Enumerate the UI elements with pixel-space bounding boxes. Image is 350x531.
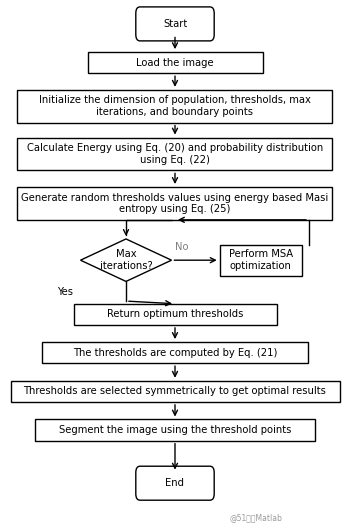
Text: Generate random thresholds values using energy based Masi
entropy using Eq. (25): Generate random thresholds values using …: [21, 193, 329, 214]
Text: Max
iterations?: Max iterations?: [100, 250, 152, 271]
Bar: [18, 138, 332, 170]
Text: Initialize the dimension of population, thresholds, max
iterations, and boundary: Initialize the dimension of population, …: [39, 96, 311, 117]
Text: Return optimum thresholds: Return optimum thresholds: [107, 310, 243, 319]
Text: Perform MSA
optimization: Perform MSA optimization: [229, 250, 293, 271]
Bar: [35, 419, 315, 441]
Bar: [18, 90, 332, 123]
Text: No: No: [175, 242, 189, 252]
Bar: [10, 381, 340, 402]
Bar: [88, 52, 262, 73]
Text: Start: Start: [163, 19, 187, 29]
Text: Load the image: Load the image: [136, 58, 214, 67]
Text: End: End: [166, 478, 184, 488]
FancyBboxPatch shape: [136, 466, 214, 500]
Bar: [18, 187, 332, 220]
Polygon shape: [80, 239, 172, 281]
Text: Yes: Yes: [57, 287, 74, 297]
Text: Thresholds are selected symmetrically to get optimal results: Thresholds are selected symmetrically to…: [23, 387, 327, 396]
FancyBboxPatch shape: [136, 7, 214, 41]
Text: @51天天Matlab: @51天天Matlab: [229, 513, 282, 522]
Bar: [220, 245, 302, 276]
Bar: [42, 342, 308, 363]
Text: Calculate Energy using Eq. (20) and probability distribution
using Eq. (22): Calculate Energy using Eq. (20) and prob…: [27, 143, 323, 165]
Text: The thresholds are computed by Eq. (21): The thresholds are computed by Eq. (21): [73, 348, 277, 357]
Text: Segment the image using the threshold points: Segment the image using the threshold po…: [59, 425, 291, 435]
Bar: [74, 304, 276, 325]
